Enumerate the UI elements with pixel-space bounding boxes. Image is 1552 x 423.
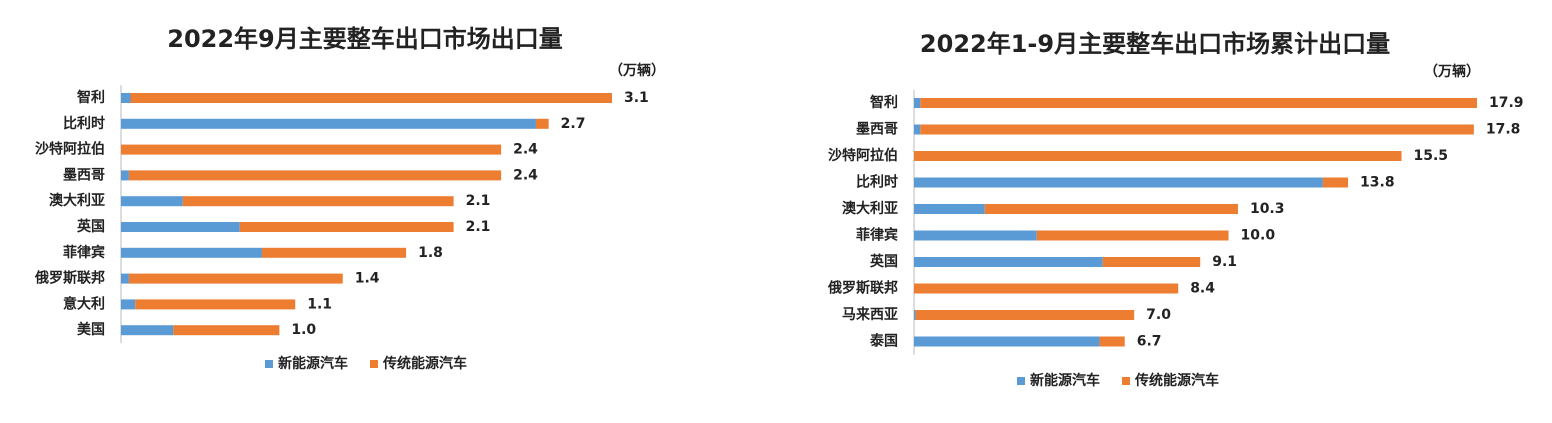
total-label: 1.8: [418, 245, 443, 261]
bar-segment: [914, 177, 1323, 188]
bar-segment: [239, 222, 454, 232]
unit-label: （万辆）: [609, 62, 665, 79]
total-label: 10.3: [1250, 201, 1285, 217]
bar-segment: [1036, 230, 1229, 241]
bar-segment: [261, 247, 407, 258]
bar-segment: [915, 310, 1135, 320]
total-label: 3.1: [624, 90, 649, 106]
y-tick-label: 比利时: [63, 115, 105, 132]
bar-segment: [920, 124, 1474, 135]
bar-segment: [128, 170, 502, 181]
bar-segment: [121, 273, 129, 284]
bar-segment: [128, 273, 343, 284]
bar-segment: [914, 310, 916, 320]
y-tick-label: 智利: [76, 89, 105, 106]
y-tick-label: 澳大利亚: [842, 200, 898, 217]
total-label: 7.0: [1146, 307, 1171, 323]
y-tick-label: 墨西哥: [856, 122, 898, 138]
bar-segment: [1322, 177, 1349, 188]
total-label: 2.1: [466, 193, 491, 209]
total-label: 2.1: [466, 219, 491, 235]
y-tick-label: 俄罗斯联邦: [827, 280, 898, 297]
total-label: 17.9: [1489, 95, 1524, 111]
legend-swatch: [1017, 377, 1025, 385]
bar-segment: [182, 196, 454, 207]
legend-swatch: [265, 360, 273, 368]
total-label: 1.0: [291, 322, 316, 338]
bar-segment: [173, 325, 280, 336]
bar-segment: [130, 93, 612, 103]
total-label: 10.0: [1241, 228, 1276, 244]
total-label: 15.5: [1414, 148, 1449, 164]
y-tick-label: 马来西亚: [842, 307, 898, 323]
legend-label: 传统能源汽车: [382, 355, 467, 372]
bar-segment: [135, 299, 296, 310]
bar-segment: [121, 93, 131, 103]
chart-title: 2022年9月主要整车出口市场出口量: [167, 25, 563, 53]
total-label: 1.4: [355, 271, 380, 287]
bar-segment: [914, 124, 921, 135]
unit-label: （万辆）: [1424, 63, 1480, 80]
y-tick-label: 智利: [869, 94, 898, 111]
y-tick-label: 沙特阿拉伯: [828, 147, 898, 164]
y-tick-label: 泰国: [869, 333, 898, 350]
bar-segment: [914, 98, 921, 108]
bar-segment: [914, 151, 1402, 161]
legend-swatch: [1122, 377, 1130, 385]
y-tick-label: 沙特阿拉伯: [35, 141, 105, 158]
y-tick-label: 墨西哥: [63, 167, 105, 183]
total-label: 6.7: [1137, 334, 1162, 350]
y-tick-label: 俄罗斯联邦: [34, 270, 105, 287]
total-label: 2.4: [513, 167, 538, 183]
legend-label: 新能源汽车: [1030, 372, 1100, 389]
bar-segment: [914, 230, 1037, 241]
bar-segment: [914, 257, 1103, 267]
legend-swatch: [370, 360, 378, 368]
bar-segment: [914, 283, 1179, 294]
bar-segment: [121, 325, 174, 336]
y-tick-label: 澳大利亚: [49, 192, 105, 209]
bar-segment: [121, 196, 183, 207]
legend-label: 新能源汽车: [278, 355, 348, 372]
y-tick-label: 美国: [77, 321, 105, 338]
y-tick-label: 比利时: [856, 174, 898, 191]
y-tick-label: 菲律宾: [856, 227, 898, 244]
bar-segment: [121, 170, 129, 181]
bar-segment: [914, 204, 985, 214]
y-tick-label: 意大利: [63, 295, 105, 312]
bar-segment: [920, 98, 1477, 108]
total-label: 9.1: [1212, 254, 1237, 270]
chart-title: 2022年1-9月主要整车出口市场累计出口量: [920, 30, 1390, 58]
bar-segment: [1102, 257, 1201, 267]
bar-segment: [1099, 336, 1125, 347]
total-label: 8.4: [1190, 281, 1215, 297]
bar-segment: [121, 247, 262, 258]
bar-segment: [121, 299, 136, 310]
bar-segment: [914, 336, 1100, 347]
bar-segment: [121, 118, 536, 129]
total-label: 2.7: [561, 116, 586, 132]
y-tick-label: 英国: [76, 218, 105, 235]
y-tick-label: 菲律宾: [63, 244, 105, 261]
bar-segment: [535, 118, 549, 129]
legend-label: 传统能源汽车: [1134, 372, 1219, 389]
total-label: 2.4: [513, 142, 538, 158]
bar-segment: [984, 204, 1238, 214]
bar-segment: [121, 144, 502, 155]
total-label: 17.8: [1486, 122, 1521, 138]
bar-segment: [121, 222, 240, 232]
total-label: 1.1: [307, 296, 332, 312]
total-label: 13.8: [1360, 175, 1395, 191]
y-tick-label: 英国: [869, 253, 898, 270]
